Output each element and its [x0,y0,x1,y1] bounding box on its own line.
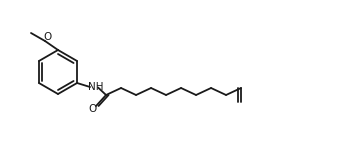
Text: NH: NH [88,81,104,92]
Text: O: O [89,104,97,114]
Text: O: O [43,33,51,42]
